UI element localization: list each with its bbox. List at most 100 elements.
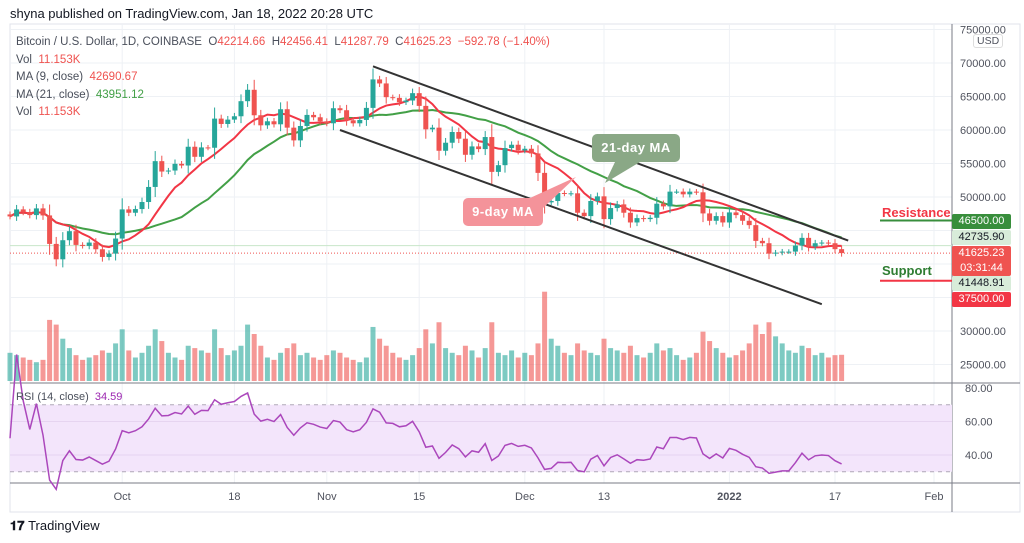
candle-body	[462, 138, 468, 155]
candle	[568, 190, 574, 197]
candle	[535, 145, 541, 182]
candle-body	[152, 161, 158, 187]
candle-body	[713, 216, 719, 221]
volume-bar	[746, 343, 752, 381]
symbol-name[interactable]: Bitcoin / U.S. Dollar, 1D, COINBASE	[16, 36, 202, 48]
candle	[304, 109, 310, 132]
volume-bar	[258, 345, 264, 381]
candle	[192, 141, 198, 163]
volume-bar	[20, 357, 26, 381]
candle	[726, 207, 732, 228]
candle-body	[165, 170, 171, 172]
candle	[806, 232, 812, 252]
candle-body	[766, 243, 772, 254]
tradingview-logo[interactable]: 𝟏𝟕 TradingView	[10, 518, 100, 534]
candle	[436, 118, 442, 161]
volume-bar	[27, 359, 33, 381]
candle-body	[436, 127, 442, 151]
candle	[634, 214, 640, 227]
volume-bar	[614, 350, 620, 381]
candle-body	[443, 142, 449, 151]
ma21-callout-pointer	[605, 162, 640, 183]
candle	[515, 140, 521, 155]
candle-body	[575, 193, 581, 213]
candle-body	[225, 119, 231, 124]
volume-bar	[410, 355, 416, 381]
volume-bar	[575, 343, 581, 381]
candle-body	[654, 203, 660, 218]
candle	[324, 118, 330, 127]
volume-bar	[429, 343, 435, 381]
ma21-label[interactable]: MA (21, close)	[16, 88, 90, 101]
candle-body	[515, 144, 521, 151]
candle	[667, 184, 673, 214]
volume-bar	[304, 352, 310, 381]
currency-button[interactable]: USD	[973, 34, 1004, 48]
ma9-label[interactable]: MA (9, close)	[16, 71, 84, 83]
candle-body	[126, 209, 132, 213]
candle-body	[330, 108, 336, 124]
volume-bar	[733, 355, 739, 381]
volume-bar	[469, 350, 475, 381]
volume-bar	[601, 338, 607, 381]
candle-body	[634, 218, 640, 223]
candle	[812, 239, 818, 250]
candle-body	[66, 231, 72, 241]
candle	[132, 205, 138, 217]
volume-bar	[548, 338, 554, 381]
candle	[73, 224, 79, 252]
candle	[86, 239, 92, 250]
candle-body	[720, 216, 726, 223]
candle	[27, 208, 33, 219]
candle-body	[231, 116, 237, 120]
volume-bar	[396, 357, 402, 381]
volume-bar	[621, 352, 627, 381]
candle	[258, 109, 264, 131]
volume-bar	[416, 348, 422, 381]
candle-body	[647, 217, 653, 220]
volume-bar	[14, 355, 20, 381]
rsi-label[interactable]: RSI (14, close)	[16, 391, 89, 403]
candle	[502, 140, 508, 173]
volume-bar	[337, 352, 343, 381]
candle-body	[212, 118, 218, 148]
candle	[205, 144, 211, 151]
volume-bar	[86, 357, 92, 381]
close-value: 41625.23	[403, 36, 452, 48]
candle	[713, 212, 719, 225]
candle-body	[641, 218, 647, 220]
vol-label[interactable]: Vol	[16, 53, 32, 66]
y-tick-label: 30000.00	[960, 326, 1006, 338]
candle	[522, 145, 528, 154]
volume-bar	[495, 352, 501, 381]
candle-body	[726, 212, 732, 223]
volume-bar	[568, 355, 574, 381]
candle	[621, 199, 627, 218]
candle	[443, 137, 449, 156]
volume-bar	[515, 357, 521, 381]
candle-body	[674, 191, 680, 193]
candle-body	[106, 253, 112, 257]
volume-bar	[423, 329, 429, 381]
volume-bar	[231, 350, 237, 381]
candle-body	[839, 249, 845, 254]
brand-name: TradingView	[28, 518, 100, 533]
volume-bar	[654, 343, 660, 381]
candle	[20, 206, 26, 216]
volume-bar	[66, 348, 72, 381]
candle	[251, 79, 257, 126]
candle-body	[799, 237, 805, 246]
x-tick-label: 15	[413, 491, 425, 503]
volume-bar	[80, 359, 86, 381]
candle	[297, 119, 303, 148]
candle-body	[344, 110, 350, 121]
volume-bar	[357, 362, 363, 381]
y-tick-label: 75000.00	[960, 25, 1006, 37]
vol2-label[interactable]: Vol	[16, 106, 32, 118]
resistance-price-tag: 46500.00	[952, 214, 1011, 229]
candle-body	[832, 243, 838, 250]
volume-bar	[693, 352, 699, 381]
candle	[284, 101, 290, 136]
candle	[357, 116, 363, 127]
